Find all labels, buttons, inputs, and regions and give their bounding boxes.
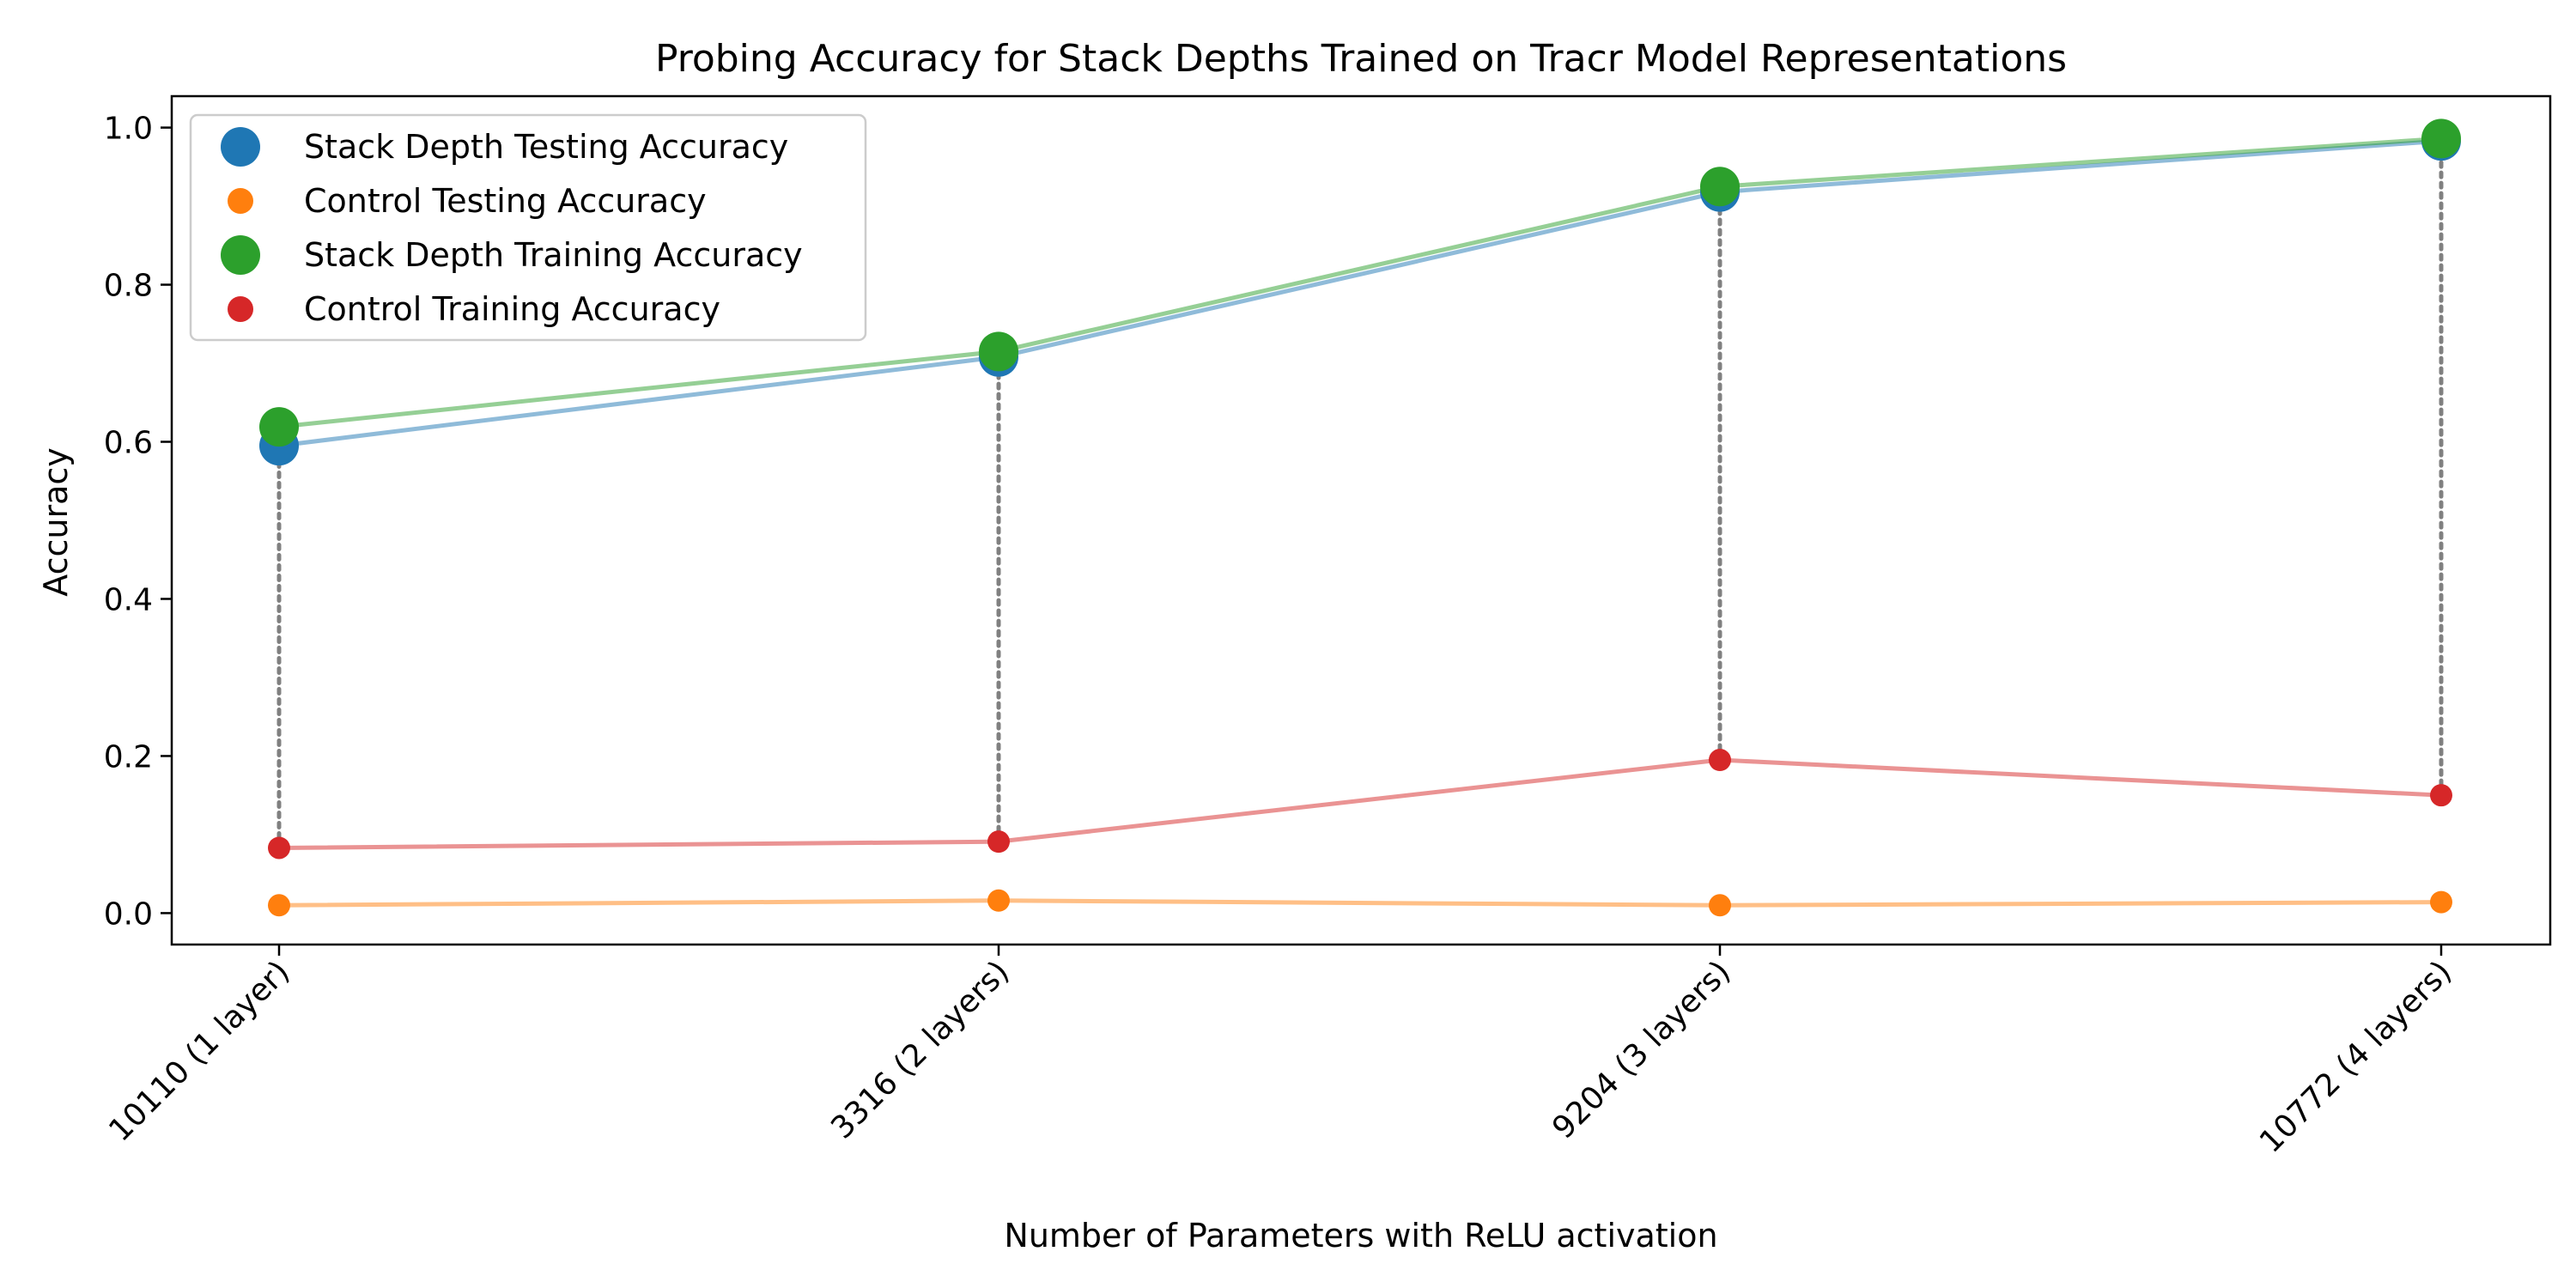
data-point bbox=[987, 889, 1010, 912]
y-tick-label: 0.8 bbox=[104, 269, 153, 304]
series-line bbox=[278, 757, 2442, 850]
y-tick-label: 0.4 bbox=[104, 582, 153, 617]
data-point bbox=[987, 830, 1010, 854]
legend-frame bbox=[189, 113, 867, 342]
data-point bbox=[268, 894, 290, 917]
series-markers bbox=[259, 118, 2461, 917]
data-point bbox=[1709, 894, 1731, 917]
legend-label: Stack Depth Training Accuracy bbox=[304, 236, 803, 274]
data-point bbox=[2430, 784, 2452, 807]
data-point bbox=[259, 407, 299, 447]
legend-label: Control Training Accuracy bbox=[304, 290, 720, 328]
data-point bbox=[2430, 890, 2452, 914]
connector-lines bbox=[276, 138, 2444, 850]
x-axis-label: Number of Parameters with ReLU activatio… bbox=[1004, 1217, 1717, 1255]
y-tick-label: 0.6 bbox=[104, 426, 153, 461]
data-point bbox=[2421, 118, 2461, 159]
legend-marker bbox=[228, 296, 253, 322]
y-tick-label: 1.0 bbox=[104, 112, 153, 147]
y-axis-ticks: 0.0 0.2 0.4 0.6 0.8 1.0 bbox=[104, 112, 172, 932]
legend-label: Stack Depth Testing Accuracy bbox=[304, 128, 788, 166]
series-line bbox=[278, 138, 2442, 448]
legend-marker bbox=[228, 188, 253, 214]
legend-marker bbox=[221, 235, 260, 275]
y-tick-label: 0.0 bbox=[104, 896, 153, 932]
legend-marker bbox=[221, 127, 260, 167]
plot-frame bbox=[170, 94, 2552, 946]
series-lines bbox=[278, 136, 2442, 908]
legend: Stack Depth Testing Accuracy Control Test… bbox=[189, 113, 867, 342]
data-point bbox=[1709, 749, 1731, 772]
data-point bbox=[979, 331, 1018, 372]
data-point bbox=[1700, 167, 1740, 207]
series-line bbox=[278, 898, 2442, 908]
series-line bbox=[278, 136, 2442, 429]
y-tick-label: 0.2 bbox=[104, 739, 153, 775]
y-axis-label: Accuracy bbox=[37, 447, 75, 597]
data-point bbox=[268, 836, 290, 860]
chart-title: Probing Accuracy for Stack Depths Traine… bbox=[655, 37, 2067, 81]
legend-label: Control Testing Accuracy bbox=[304, 182, 707, 220]
